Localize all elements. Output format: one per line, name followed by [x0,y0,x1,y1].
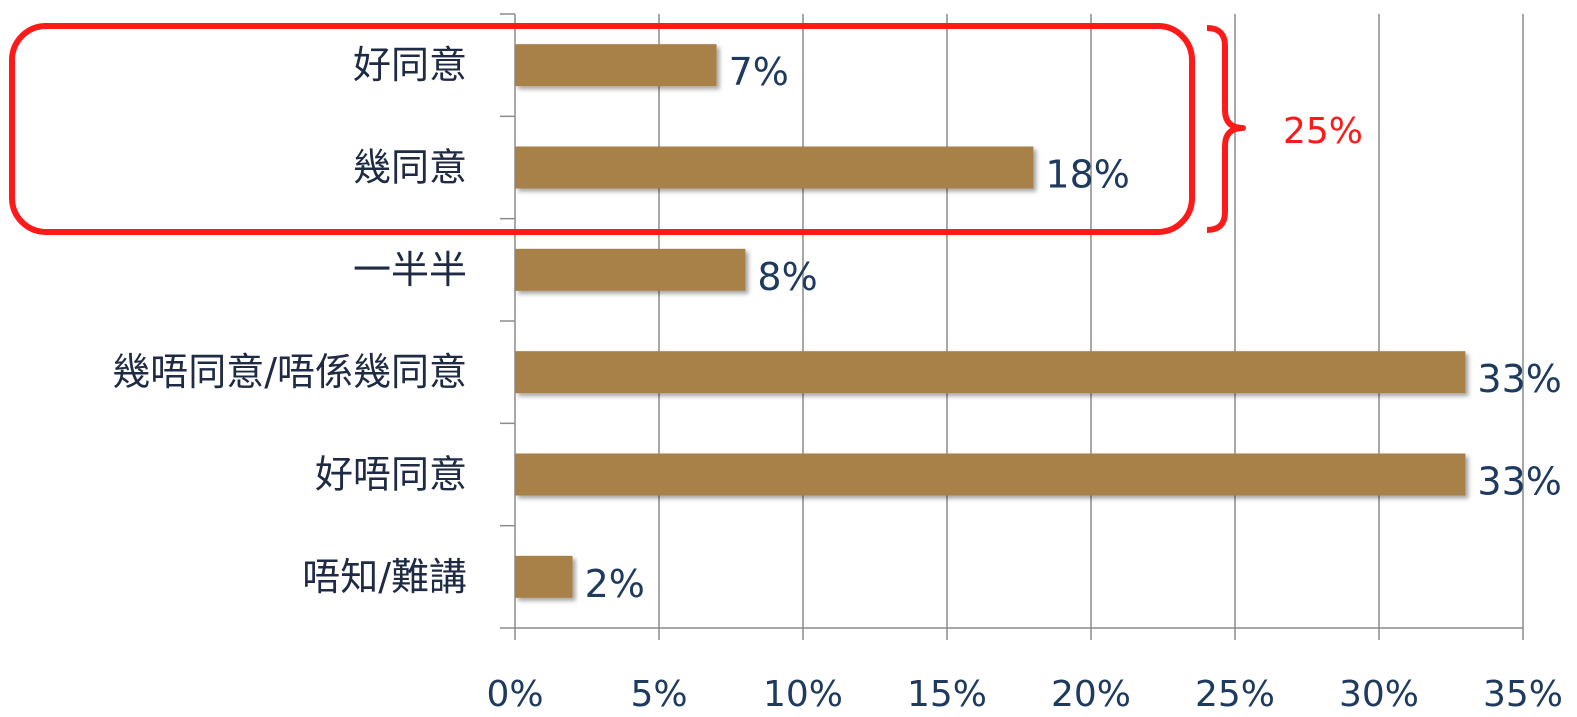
x-tick-label: 5% [630,674,687,715]
axes: 0% 5% 10% 15% 20% 25% 30% 35% [486,13,1563,715]
bar [515,555,573,598]
data-label: 33% [1477,460,1561,504]
data-label: 8% [757,255,817,299]
category-label: 一半半 [353,248,467,292]
category-label: 好唔同意 [315,453,467,497]
x-tick-label: 35% [1483,674,1563,715]
brace-shape [1206,25,1246,233]
x-tick-label: 30% [1339,674,1419,715]
bars [515,44,1466,598]
labels: 好同意 7% 幾同意 18% 一半半 8% 幾唔同意/唔係幾同意 33% 好唔同意 33% 唔知/難… [112,43,1562,606]
data-label: 2% [585,562,645,606]
data-label: 18% [1045,153,1129,197]
x-tick-label: 10% [763,674,843,715]
category-label: 好同意 [353,43,467,87]
category-label: 唔知/難講 [302,555,467,599]
x-tick-label: 20% [1051,674,1131,715]
bar [515,351,1466,394]
brace-label: 25% [1283,111,1363,152]
category-label: 幾唔同意/唔係幾同意 [112,350,467,394]
annotation: 25% [9,23,1363,235]
category-label: 幾同意 [353,146,467,190]
data-label: 7% [729,50,789,94]
bar [515,248,746,291]
grid [658,14,1524,628]
highlight-box [9,23,1195,235]
bar [515,44,717,87]
data-label: 33% [1477,357,1561,401]
x-tick-label: 15% [907,674,987,715]
bar [515,146,1034,189]
x-tick-label: 25% [1195,674,1275,715]
bar [515,453,1466,496]
x-tick-label: 0% [486,674,543,715]
